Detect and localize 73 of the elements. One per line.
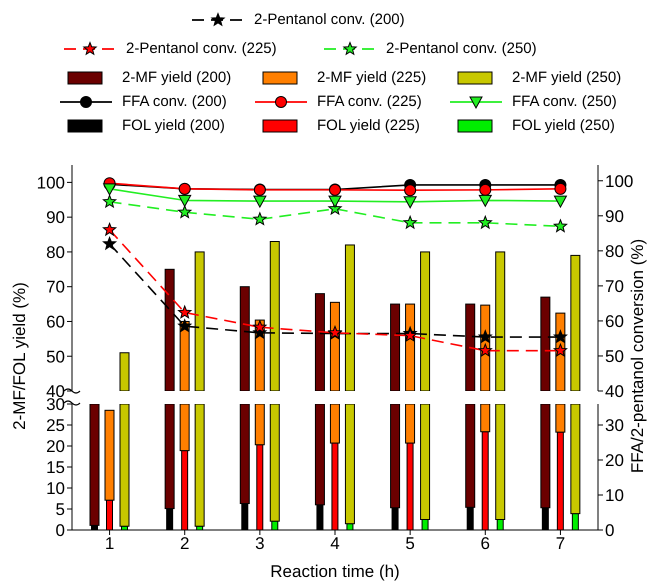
legend-label: 2-Pentanol conv. (200) bbox=[254, 11, 405, 28]
x-tick-label: 1 bbox=[104, 534, 114, 554]
point bbox=[253, 320, 267, 333]
legend-label: 2-MF yield (250) bbox=[512, 69, 622, 86]
point bbox=[103, 183, 116, 196]
point bbox=[178, 194, 192, 207]
legend-label: 2-MF yield (225) bbox=[317, 69, 426, 86]
point bbox=[102, 222, 116, 236]
bar bbox=[194, 404, 205, 527]
bar bbox=[120, 404, 130, 527]
legend-label: FFA conv. (200) bbox=[122, 93, 227, 110]
legend-label: 2-Pentanol conv. (225) bbox=[126, 40, 277, 57]
point bbox=[554, 330, 568, 343]
x-axis-title: Reaction time (h) bbox=[270, 562, 400, 582]
legend-label: FOL yield (250) bbox=[512, 117, 615, 134]
y2-tick-label: 90 bbox=[605, 206, 624, 226]
y2-tick-label: 0 bbox=[605, 521, 614, 540]
y2-tick-label: 20 bbox=[605, 451, 624, 470]
point bbox=[554, 219, 568, 232]
point bbox=[478, 194, 492, 207]
y-tick-label: 20 bbox=[46, 437, 65, 456]
y-tick-label: 70 bbox=[46, 278, 65, 297]
y2-tick-label: 10 bbox=[605, 486, 624, 506]
point bbox=[478, 330, 492, 343]
y-tick-label: 10 bbox=[46, 479, 65, 498]
legend-label: FFA conv. (250) bbox=[512, 93, 617, 110]
y-tick-label: 5 bbox=[56, 500, 65, 520]
point bbox=[478, 344, 492, 356]
point bbox=[102, 194, 116, 208]
point bbox=[554, 196, 567, 208]
point bbox=[178, 205, 192, 218]
y-tick-label: 60 bbox=[46, 312, 65, 332]
point bbox=[479, 184, 492, 196]
y2-tick-label: 80 bbox=[605, 242, 624, 261]
point bbox=[478, 216, 492, 229]
legend-label: FOL yield (225) bbox=[317, 117, 420, 134]
point bbox=[554, 344, 568, 356]
point bbox=[102, 236, 116, 250]
legend-label: FOL yield (200) bbox=[122, 117, 225, 134]
y-tick-label: 50 bbox=[46, 347, 65, 366]
y2-axis-title: FFA/2-pentanol conversion (%) bbox=[628, 238, 648, 474]
x-tick-label: 3 bbox=[255, 534, 265, 554]
point bbox=[178, 319, 192, 332]
point bbox=[403, 216, 417, 229]
y2-tick-label: 60 bbox=[605, 312, 624, 331]
x-tick-label: 2 bbox=[180, 534, 190, 554]
y-tick-label: 90 bbox=[46, 208, 65, 228]
point bbox=[328, 196, 342, 208]
y-axis-title: 2-MF/FOL yield (%) bbox=[10, 282, 30, 430]
bar bbox=[90, 404, 100, 526]
y2-tick-label: 50 bbox=[605, 346, 624, 366]
point bbox=[554, 182, 566, 195]
y-tick-label: 0 bbox=[56, 521, 65, 540]
point bbox=[253, 196, 266, 208]
legend-label: FFA conv. (225) bbox=[317, 93, 422, 110]
y-tick-label: 80 bbox=[46, 242, 65, 262]
x-tick-label: 4 bbox=[330, 534, 340, 554]
legend-label: 2-Pentanol conv. (250) bbox=[386, 40, 537, 57]
x-tick-label: 5 bbox=[405, 534, 415, 554]
y2-tick-label: 70 bbox=[605, 276, 624, 296]
point bbox=[178, 306, 192, 318]
x-tick-label: 7 bbox=[556, 534, 566, 554]
y-tick-label: 100 bbox=[36, 173, 65, 192]
y2-tick-label: 40 bbox=[605, 382, 624, 402]
point bbox=[404, 184, 416, 196]
point bbox=[404, 196, 417, 208]
y2-tick-label: 30 bbox=[605, 416, 624, 436]
x-tick-label: 6 bbox=[480, 534, 490, 554]
point bbox=[253, 212, 267, 226]
y-tick-label: 25 bbox=[46, 416, 65, 436]
y2-tick-label: 100 bbox=[605, 172, 634, 191]
legend-label: 2-MF yield (200) bbox=[122, 69, 232, 86]
y-tick-label: 15 bbox=[46, 458, 65, 478]
